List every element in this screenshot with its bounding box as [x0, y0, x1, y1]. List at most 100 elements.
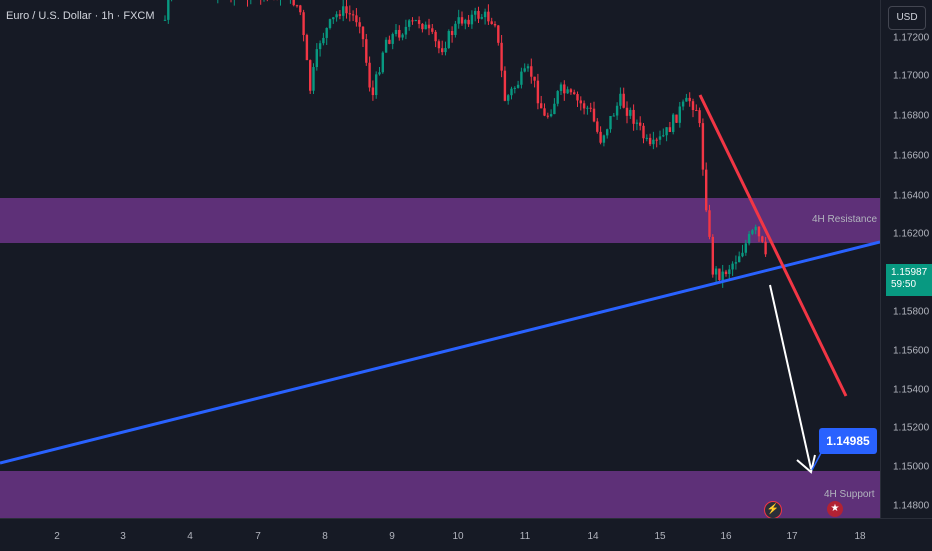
candle-body — [514, 88, 516, 89]
candle-body — [553, 104, 555, 114]
candle-body — [375, 74, 377, 95]
candle-body — [438, 41, 440, 48]
candle-body — [309, 60, 311, 91]
candle-body — [477, 11, 479, 19]
candle-body — [751, 230, 753, 234]
candle-body — [547, 116, 549, 117]
candle-body — [662, 135, 664, 136]
candle-body — [580, 100, 582, 103]
candle-body — [636, 123, 638, 124]
currency-button[interactable]: USD — [888, 6, 926, 30]
price-tick: 1.15000 — [893, 462, 929, 473]
candle-body — [698, 110, 700, 123]
price-tick: 1.15200 — [893, 423, 929, 434]
candle-body — [494, 24, 496, 25]
candle-body — [735, 262, 737, 263]
candle-body — [609, 116, 611, 129]
candle-body — [672, 115, 674, 132]
time-tick: 3 — [120, 531, 126, 542]
candle-body — [431, 28, 433, 32]
candle-body — [448, 31, 450, 48]
price-tick: 1.15800 — [893, 307, 929, 318]
candle-body — [368, 63, 370, 88]
candle-body — [497, 25, 499, 42]
candle-body — [332, 17, 334, 19]
candle-body — [517, 85, 519, 88]
candle-body — [718, 269, 720, 280]
support-zone[interactable] — [0, 471, 880, 518]
candle-body — [632, 110, 634, 124]
candle-body — [689, 98, 691, 101]
candle-body — [708, 210, 710, 237]
candle-body — [293, 0, 295, 5]
candle-body — [537, 81, 539, 104]
candle-body — [316, 49, 318, 67]
candle-body — [629, 110, 631, 116]
candle-body — [623, 94, 625, 108]
last-price-badge: 1.15987 59:50 — [886, 264, 932, 296]
candle-body — [725, 272, 727, 274]
candle-body — [306, 35, 308, 60]
candle-body — [296, 5, 298, 6]
candle-body — [533, 77, 535, 81]
support-zone-label: 4H Support — [824, 489, 875, 500]
candle-body — [388, 40, 390, 44]
time-tick: 7 — [255, 531, 261, 542]
ascending-trendline[interactable] — [0, 242, 880, 463]
candle-body — [603, 135, 605, 142]
candle-body — [339, 14, 341, 16]
time-tick: 9 — [389, 531, 395, 542]
candle-body — [405, 27, 407, 35]
candle-body — [349, 13, 351, 14]
candle-body — [355, 15, 357, 22]
candle-body — [712, 237, 714, 275]
symbol-title[interactable]: Euro / U.S. Dollar · 1h · FXCM — [6, 10, 155, 22]
candle-body — [583, 103, 585, 108]
candle-body — [619, 94, 621, 106]
candle-body — [425, 25, 427, 30]
candle-body — [365, 39, 367, 63]
candle-body — [326, 28, 328, 38]
last-price-value: 1.15987 — [891, 267, 932, 279]
target-price-label[interactable]: 1.14985 — [819, 428, 877, 454]
candle-body — [461, 17, 463, 23]
candle-body — [444, 48, 446, 52]
candle-body — [626, 108, 628, 116]
candle-body — [471, 15, 473, 25]
candle-body — [474, 11, 476, 15]
price-tick: 1.15400 — [893, 385, 929, 396]
candle-body — [421, 24, 423, 29]
us-flag-icon[interactable]: ★ — [827, 501, 843, 517]
candle-body — [685, 98, 687, 102]
candle-body — [573, 92, 575, 94]
candle-body — [659, 136, 661, 139]
candle-body — [418, 20, 420, 24]
candle-body — [649, 138, 651, 144]
candle-body — [401, 35, 403, 38]
candle-body — [705, 170, 707, 211]
candle-body — [715, 269, 717, 275]
time-tick: 18 — [854, 531, 865, 542]
candle-body — [527, 66, 529, 68]
candle-body — [359, 22, 361, 26]
candle-body — [454, 24, 456, 35]
resistance-zone-label: 4H Resistance — [812, 214, 877, 225]
candle-body — [738, 256, 740, 262]
candle-body — [484, 12, 486, 17]
candle-body — [593, 109, 595, 122]
candle-body — [692, 101, 694, 110]
chart-pane[interactable]: Euro / U.S. Dollar · 1h · FXCM 4H Resist… — [0, 0, 880, 518]
candle-body — [675, 115, 677, 123]
candle-body — [758, 227, 760, 236]
candle-body — [392, 34, 394, 44]
candle-body — [395, 30, 397, 34]
candle-body — [352, 14, 354, 15]
candle-body — [665, 127, 667, 135]
lightning-icon[interactable]: ⚡ — [764, 501, 782, 518]
candle-body — [543, 108, 545, 115]
descending-trendline[interactable] — [700, 95, 846, 396]
candle-body — [702, 123, 704, 170]
chart-canvas[interactable] — [0, 0, 880, 518]
